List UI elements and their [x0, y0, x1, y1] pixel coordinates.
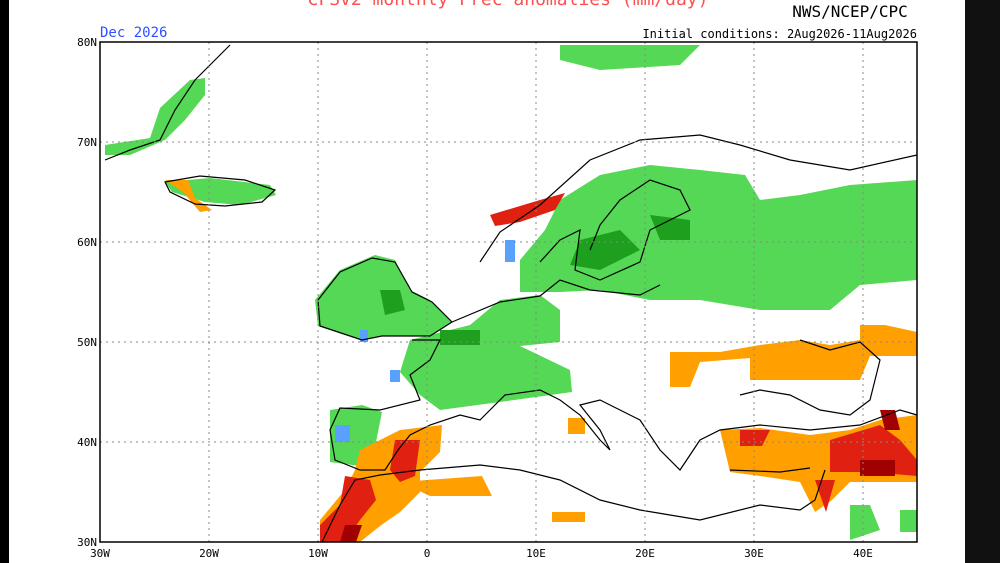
lat-label: 80N	[77, 36, 97, 49]
lon-label: 30E	[744, 547, 764, 560]
coastlines	[104, 44, 918, 543]
map-frame	[99, 41, 918, 543]
graticule	[100, 42, 917, 542]
source: NWS/NCEP/CPC	[792, 2, 908, 21]
lon-label: 40E	[853, 547, 873, 560]
lon-label: 20E	[635, 547, 655, 560]
right-border	[965, 0, 1000, 563]
lat-label: 40N	[77, 436, 97, 449]
month-label: Dec 2026	[100, 25, 167, 41]
lon-label: 20W	[199, 547, 219, 560]
left-border	[0, 0, 9, 563]
lon-label: 0	[424, 547, 431, 560]
lat-label: 60N	[77, 236, 97, 249]
lon-label: 10E	[526, 547, 546, 560]
title: CFSv2 monthly Prec anomalies (mm/day)	[308, 0, 709, 10]
initial-conditions: Initial conditions: 2Aug2026-11Aug2026	[642, 27, 917, 41]
lon-label: 30W	[90, 547, 110, 560]
lat-label: 30N	[77, 536, 97, 549]
lon-label: 10W	[308, 547, 328, 560]
lat-label: 70N	[77, 136, 97, 149]
anomaly-layer	[105, 45, 917, 542]
lat-label: 50N	[77, 336, 97, 349]
